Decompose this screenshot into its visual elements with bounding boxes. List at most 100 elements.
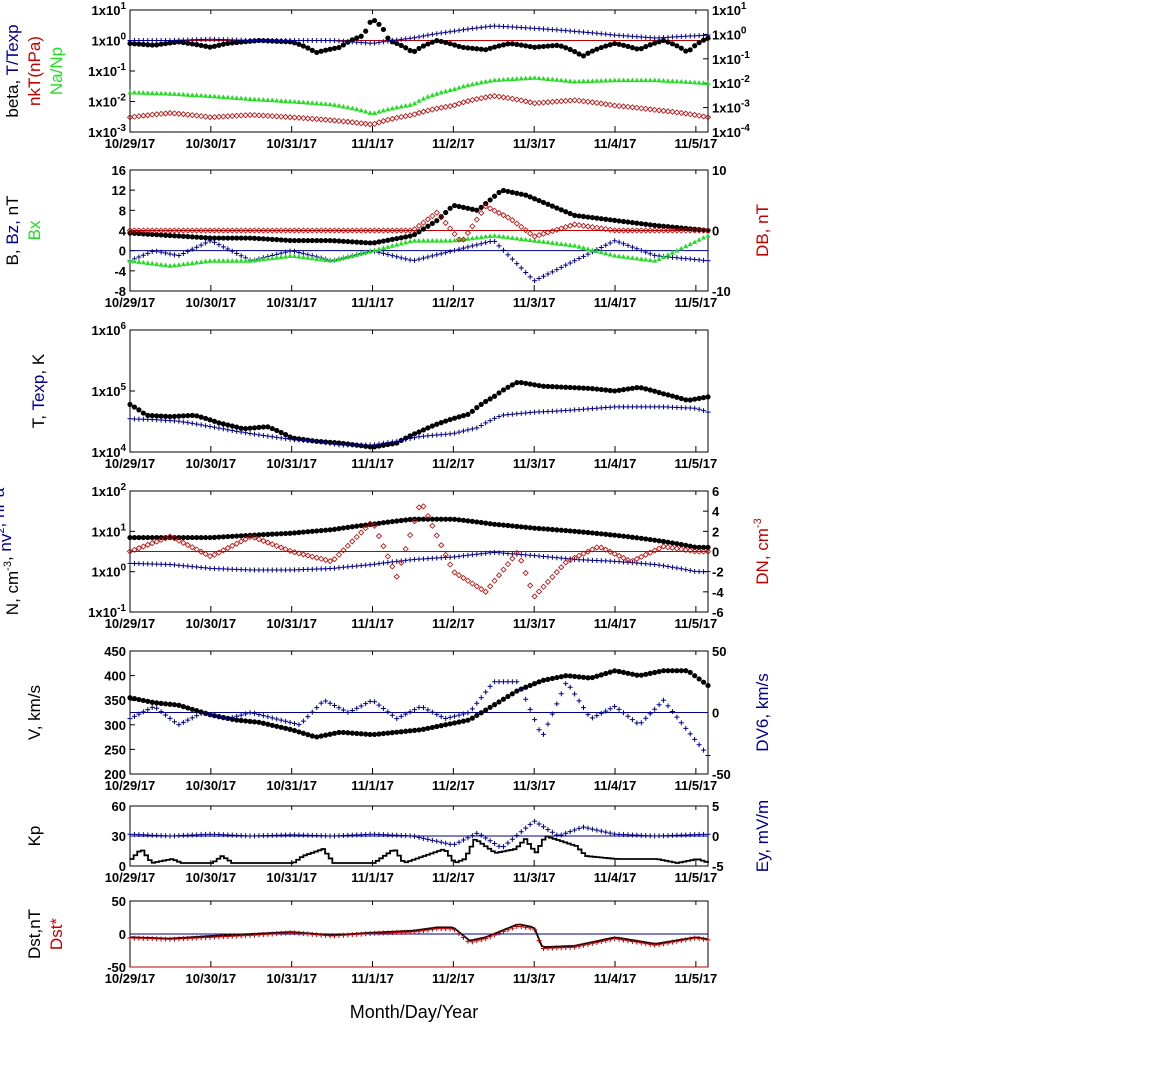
data-point [202,113,209,120]
data-point [300,551,307,558]
data-point [700,37,707,43]
data-point [687,543,693,549]
data-point [576,244,582,249]
data-point [483,835,489,841]
data-point [411,237,418,243]
data-point [549,829,555,835]
data-point [656,562,662,568]
data-point [664,227,672,234]
data-point [420,516,427,522]
data-point [678,45,684,51]
data-point [367,520,374,527]
data-point [300,99,306,105]
data-point [469,552,475,558]
data-point [598,386,604,393]
data-point [251,112,258,119]
data-point [211,235,218,241]
data-point [696,227,702,233]
data-point [554,555,560,561]
series-dv6 [127,679,711,759]
data-point [514,411,520,417]
data-point [158,232,164,238]
data-point [314,833,320,839]
data-point [349,39,355,45]
x-tick-label: 11/2/17 [432,136,475,151]
data-point [403,234,409,240]
data-point [296,437,302,443]
data-point [238,235,244,241]
data-point [607,240,613,246]
data-point [629,717,635,723]
data-point [283,436,289,442]
data-point [202,227,209,234]
data-point [398,36,404,42]
data-point [189,412,195,419]
data-point [518,191,524,197]
data-point [420,835,426,841]
data-point [522,98,529,105]
data-point [305,732,311,738]
data-point [327,117,334,124]
data-point [469,715,475,721]
data-point [705,682,711,689]
data-point [354,39,360,45]
data-point [251,932,257,938]
data-point [256,932,262,938]
data-point [549,711,555,717]
data-point [349,832,355,838]
data-point [335,117,343,125]
data-point [687,33,693,39]
data-point [447,516,453,522]
x-tick-label: 10/29/17 [105,136,156,151]
data-point [198,92,204,98]
data-point [581,824,587,830]
data-point [687,256,693,262]
data-point [336,38,342,44]
data-point [424,513,431,520]
data-point [621,241,627,247]
data-point [220,566,226,572]
data-point [336,526,342,532]
data-point [286,227,294,234]
data-point [487,838,493,844]
data-point [287,248,293,254]
data-point [149,38,155,43]
data-point [242,536,249,543]
y-tick-label: 400 [104,669,126,684]
data-point [629,104,636,111]
data-point [527,925,533,931]
data-point [598,225,605,232]
data-point [327,527,333,533]
data-point [175,537,182,544]
data-point [651,106,658,113]
data-point [327,833,333,839]
data-point [376,831,382,837]
data-point [229,37,235,43]
data-point [500,522,507,528]
data-point [149,832,155,838]
data-point [500,247,506,253]
data-point [314,932,320,938]
data-point [576,674,582,680]
data-point [394,832,400,838]
data-point [496,699,502,705]
data-point [433,532,440,539]
data-point [372,699,378,705]
data-point [247,932,253,938]
data-point [385,38,391,44]
data-point [687,47,693,53]
data-point [185,261,191,266]
data-point [554,27,560,33]
data-point [585,675,591,681]
y2-tick-label: -50 [712,767,731,782]
data-point [309,733,315,739]
data-point [154,413,160,419]
data-point [283,718,289,724]
data-point [180,111,187,118]
data-point [438,89,444,95]
data-point [211,712,217,718]
x-tick-label: 10/31/17 [266,870,317,885]
data-point [296,529,302,536]
data-point [429,423,435,429]
y-tick-label: 0 [119,927,126,942]
